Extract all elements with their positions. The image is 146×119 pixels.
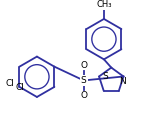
Text: O: O <box>80 61 87 70</box>
Text: O: O <box>80 91 87 100</box>
Text: Cl: Cl <box>15 83 24 92</box>
Text: S: S <box>81 76 87 85</box>
Text: S: S <box>103 72 108 81</box>
Text: Cl: Cl <box>5 79 14 88</box>
Text: N: N <box>119 77 126 86</box>
Text: CH₃: CH₃ <box>96 0 112 9</box>
